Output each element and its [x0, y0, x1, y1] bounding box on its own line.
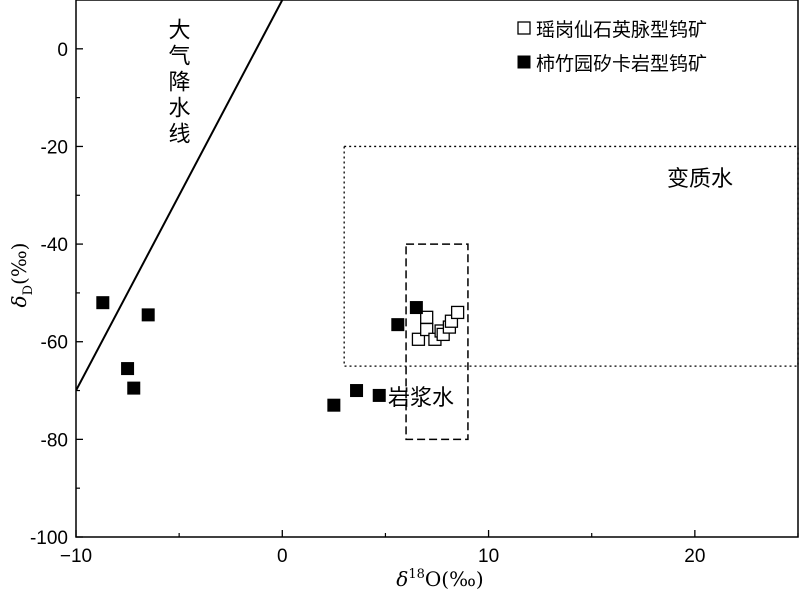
y-tick-label: 0	[57, 40, 68, 61]
x-tick-label: −10	[60, 546, 92, 567]
y-tick-label: -20	[41, 137, 68, 158]
filled-square-point-6	[350, 384, 364, 398]
data-points	[96, 296, 465, 412]
x-tick-label: 10	[478, 546, 499, 567]
filled-square-point-4	[127, 381, 141, 395]
filled-square-point-2	[141, 308, 155, 322]
x-tick-label: 0	[277, 546, 288, 567]
y-tick-label: -40	[41, 235, 68, 256]
y-axis-ticks: 0 -20 -40 -60 -80 -100	[30, 40, 83, 549]
x-axis-ticks: −10 0 10 20	[60, 530, 799, 567]
y-tick-label: -100	[30, 528, 68, 549]
meteoric-water-line	[76, 0, 284, 392]
open-square-point-3	[420, 310, 434, 324]
legend-label-series-1: 瑶岗仙石英脉型钨矿	[536, 19, 707, 41]
metamorphic-water-label: 变质水	[667, 167, 733, 192]
filled-square-point-1	[96, 296, 110, 310]
filled-square-point-7	[372, 388, 386, 402]
metamorphic-water-box	[343, 145, 799, 367]
legend-label-series-2: 柿竹园矽卡岩型钨矿	[536, 53, 707, 75]
legend-marker-open-square	[517, 21, 531, 35]
legend-marker-filled-square	[517, 55, 531, 69]
magmatic-water-label: 岩浆水	[388, 386, 454, 411]
plot-frame	[75, 0, 799, 538]
x-tick-label: 20	[684, 546, 705, 567]
filled-square-point-9	[409, 301, 423, 315]
filled-square-point-3	[121, 362, 135, 376]
y-tick-label: -80	[41, 430, 68, 451]
meteoric-water-line-label: 大气降水线	[165, 18, 191, 148]
legend: 瑶岗仙石英脉型钨矿 柿竹园矽卡岩型钨矿	[517, 19, 707, 75]
meteoric-water-line-layer	[76, 0, 284, 392]
water-type-regions	[343, 145, 799, 441]
open-square-point-1	[411, 332, 426, 346]
y-axis-title: δD(‰)	[7, 243, 36, 308]
y-tick-label: -60	[41, 333, 68, 354]
magmatic-water-box	[405, 243, 469, 441]
open-square-point-9	[450, 305, 465, 320]
filled-square-point-5	[327, 398, 341, 412]
filled-square-point-8	[391, 318, 405, 332]
x-axis-title: δ18O(‰)	[396, 567, 483, 591]
